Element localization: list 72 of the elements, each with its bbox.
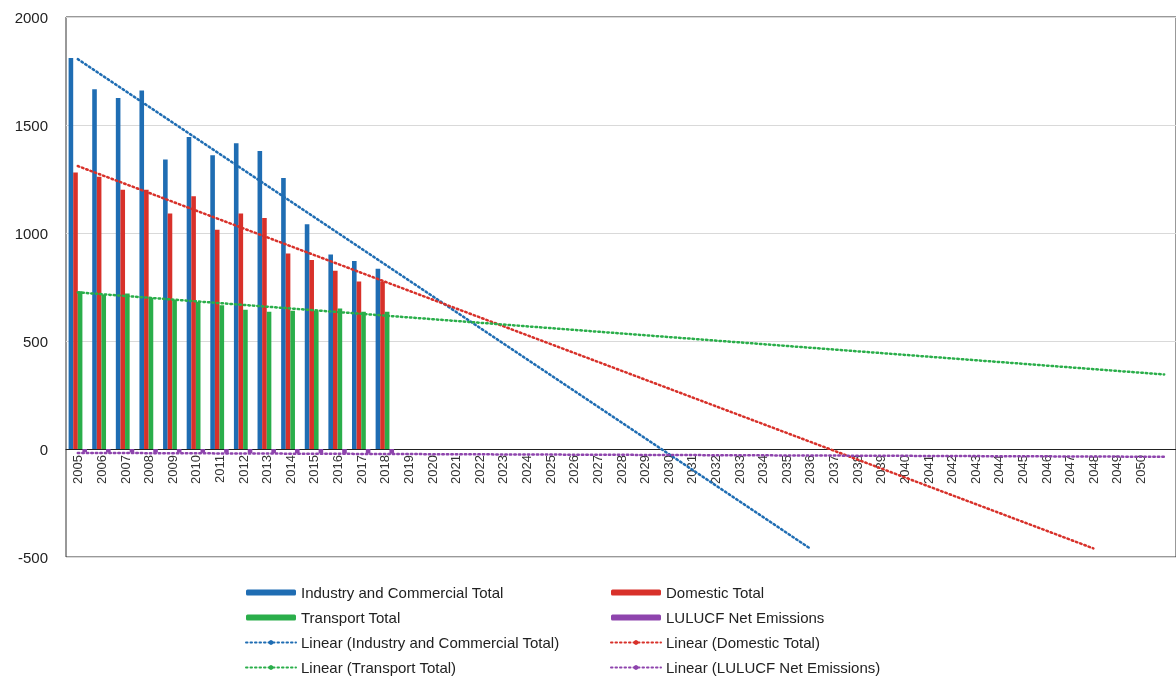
x-tick-label: 2007 [117,455,133,484]
x-tick-label: 2013 [259,455,275,484]
x-tick-label: 2033 [731,455,747,484]
x-tick-label: 2028 [613,455,629,484]
legend-label: Linear (Domestic Total) [666,634,820,651]
legend-label: Transport Total [301,609,401,626]
x-tick-label: 2016 [330,455,346,484]
bar [210,155,215,449]
bar [328,254,333,449]
x-tick-label: 2030 [660,455,676,484]
legend-label: Domestic Total [666,584,765,601]
x-tick-label: 2017 [353,455,369,484]
bar [281,177,286,449]
legend-label: Linear (Transport Total) [301,659,457,676]
x-tick-label: 2042 [944,455,960,484]
x-tick-label: 2037 [826,455,842,484]
legend-label: Linear (LULUCF Net Emissions) [666,659,881,676]
x-tick-label: 2006 [93,455,109,484]
bar [332,270,338,449]
legend-label: Linear (Industry and Commercial Total) [301,634,560,651]
x-tick-label: 2039 [873,455,889,484]
x-tick-label: 2046 [1038,455,1054,484]
x-tick-label: 2036 [802,455,818,484]
bar [144,189,149,449]
bar [214,229,220,449]
x-tick-label: 2023 [495,455,511,484]
x-tick-label: 2029 [637,455,653,484]
x-tick-label: 2034 [755,455,771,484]
bar [233,143,239,449]
x-tick-label: 2032 [707,455,723,484]
x-tick-label: 2010 [188,455,204,484]
x-tick-label: 2024 [519,455,535,484]
x-tick-label: 2018 [377,455,393,484]
y-tick-label: 1500 [14,116,48,134]
bar [380,281,385,449]
legend-label: LULUCF Net Emissions [666,609,825,626]
x-tick-label: 2044 [991,455,1007,484]
x-tick-label: 2035 [778,455,794,484]
bar [73,172,78,449]
bar [243,309,248,449]
x-tick-label: 2047 [1062,455,1078,484]
x-tick-label: 2049 [1109,455,1125,484]
x-tick-label: 2041 [920,455,936,484]
legend-label: Industry and Commercial Total [301,584,504,601]
bar [163,159,168,449]
y-tick-label: 1000 [14,224,48,242]
bar [139,90,145,449]
bar [309,260,314,449]
x-tick-label: 2020 [424,455,440,484]
y-tick-label: 0 [39,440,48,458]
x-tick-label: 2022 [471,455,487,484]
x-tick-label: 2026 [566,455,582,484]
x-tick-label: 2012 [235,455,251,484]
bar [92,89,97,449]
x-tick-label: 2011 [212,455,228,483]
x-tick-label: 2009 [164,455,180,484]
x-tick-label: 2005 [70,455,86,484]
bar [262,217,267,449]
x-tick-label: 2021 [448,455,464,484]
bar [352,261,357,449]
x-tick-label: 2027 [589,455,605,484]
y-tick-label: -500 [17,548,48,566]
x-tick-label: 2008 [141,455,157,484]
x-tick-label: 2025 [542,455,558,484]
bar [191,196,196,449]
bar [120,189,126,449]
y-tick-label: 500 [22,332,48,350]
x-tick-label: 2015 [306,455,322,484]
x-tick-label: 2014 [282,455,298,484]
y-tick-label: 2000 [14,8,48,26]
x-tick-label: 2045 [1014,455,1030,484]
x-tick-label: 2019 [400,455,416,484]
